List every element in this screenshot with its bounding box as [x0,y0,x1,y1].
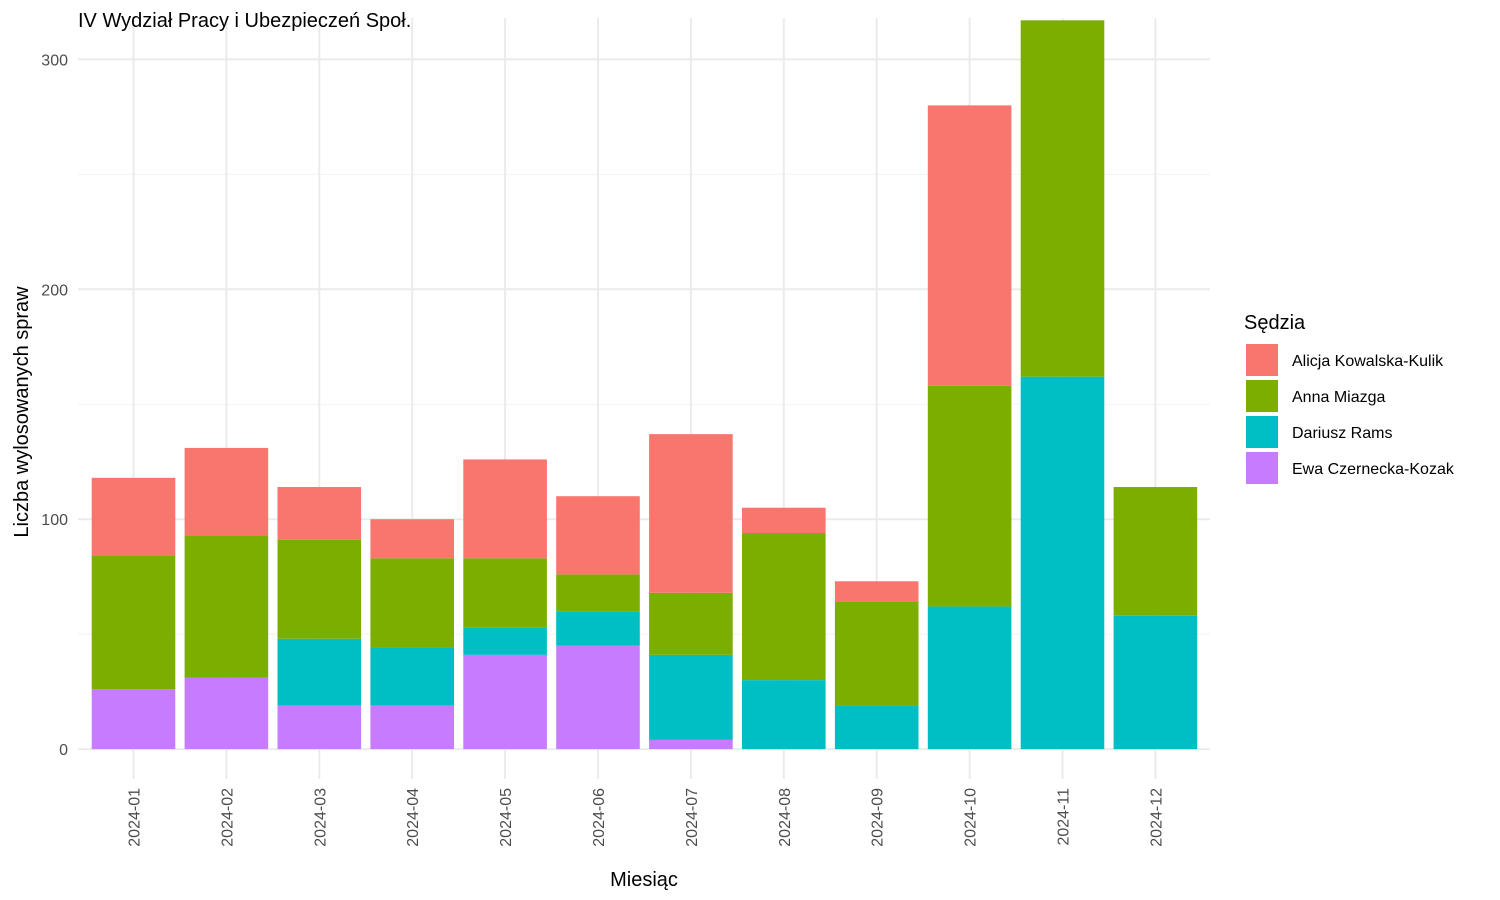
x-axis-title: Miesiąc [610,869,678,891]
bar-anna-miazga-2024-10 [927,385,1012,607]
y-axis-ticks: 0 100 200 300 [41,52,68,759]
legend-label-anna-miazga: Anna Miazga [1292,389,1385,406]
y-tick-label: 0 [59,742,68,759]
bar-dariusz-rams-2024-05 [463,627,547,655]
bar-dariusz-rams-2024-10 [927,606,1012,750]
bar-alicja-kowalska-kulik-2024-09 [834,581,919,602]
bar-alicja-kowalska-kulik-2024-08 [742,507,826,533]
bar-anna-miazga-2024-04 [370,558,454,648]
bar-anna-miazga-2024-01 [91,555,176,690]
legend-label-dariusz-rams: Dariusz Rams [1292,425,1392,442]
y-axis-title: Liczba wylosowanych spraw [11,286,33,538]
y-tick-label: 100 [41,512,68,529]
x-tick-label: 2024-06 [591,788,608,847]
legend: Sędzia Alicja Kowalska-Kulik Anna Miazga D… [1244,312,1455,484]
legend-title: Sędzia [1244,312,1306,334]
bar-anna-miazga-2024-02 [184,535,269,678]
bar-dariusz-rams-2024-07 [649,654,733,740]
bar-ewa-czernecka-kozak-2024-06 [556,645,640,750]
legend-swatch-alicja-kowalska-kulik [1246,344,1278,376]
x-tick-label: 2024-03 [312,788,329,847]
bar-alicja-kowalska-kulik-2024-02 [184,447,269,536]
y-tick-label: 200 [41,282,68,299]
legend-swatch-dariusz-rams [1246,416,1278,448]
bar-ewa-czernecka-kozak-2024-04 [370,705,454,750]
bar-dariusz-rams-2024-08 [742,680,826,750]
bar-ewa-czernecka-kozak-2024-05 [463,654,547,750]
bar-anna-miazga-2024-03 [277,539,362,639]
bar-dariusz-rams-2024-03 [277,638,362,706]
bar-ewa-czernecka-kozak-2024-07 [649,739,733,750]
chart-title: IV Wydział Pracy i Ubezpieczeń Społ. [78,10,411,32]
bar-anna-miazga-2024-09 [834,601,919,706]
bar-anna-miazga-2024-08 [742,532,826,681]
bar-anna-miazga-2024-11 [1020,20,1105,377]
bar-dariusz-rams-2024-09 [834,705,919,750]
x-tick-label: 2024-02 [219,788,236,847]
x-tick-label: 2024-05 [498,788,515,847]
y-tick-label: 300 [41,52,68,69]
x-tick-label: 2024-01 [127,788,144,847]
bar-alicja-kowalska-kulik-2024-10 [927,105,1012,386]
legend-label-alicja-kowalska-kulik: Alicja Kowalska-Kulik [1292,353,1444,370]
bar-alicja-kowalska-kulik-2024-06 [556,496,640,575]
x-tick-label: 2024-11 [1056,788,1073,846]
bars [91,20,1198,750]
legend-swatch-anna-miazga [1246,380,1278,412]
bar-dariusz-rams-2024-06 [556,611,640,646]
bar-alicja-kowalska-kulik-2024-04 [370,519,454,559]
bar-anna-miazga-2024-05 [463,558,547,628]
bar-dariusz-rams-2024-11 [1020,376,1105,750]
bar-alicja-kowalska-kulik-2024-05 [463,459,547,559]
x-axis-ticks: 2024-01 2024-02 2024-03 2024-04 2024-05 2024-… [127,788,1166,847]
bar-ewa-czernecka-kozak-2024-02 [184,677,269,750]
bar-dariusz-rams-2024-04 [370,647,454,706]
legend-swatch-ewa-czernecka-kozak [1246,452,1278,484]
x-tick-label: 2024-12 [1148,788,1165,847]
bar-ewa-czernecka-kozak-2024-01 [91,689,176,750]
bar-alicja-kowalska-kulik-2024-01 [91,477,176,556]
x-tick-label: 2024-09 [870,788,887,847]
bar-alicja-kowalska-kulik-2024-07 [649,434,733,593]
bar-dariusz-rams-2024-12 [1113,615,1198,750]
x-tick-label: 2024-04 [405,788,422,847]
x-tick-label: 2024-07 [684,788,701,847]
bar-anna-miazga-2024-06 [556,574,640,612]
bar-anna-miazga-2024-12 [1113,487,1198,616]
bar-alicja-kowalska-kulik-2024-03 [277,487,362,540]
legend-label-ewa-czernecka-kozak: Ewa Czernecka-Kozak [1292,461,1455,478]
bar-anna-miazga-2024-07 [649,592,733,655]
x-tick-label: 2024-08 [777,788,794,847]
x-tick-label: 2024-10 [963,788,980,847]
bar-ewa-czernecka-kozak-2024-03 [277,705,362,750]
